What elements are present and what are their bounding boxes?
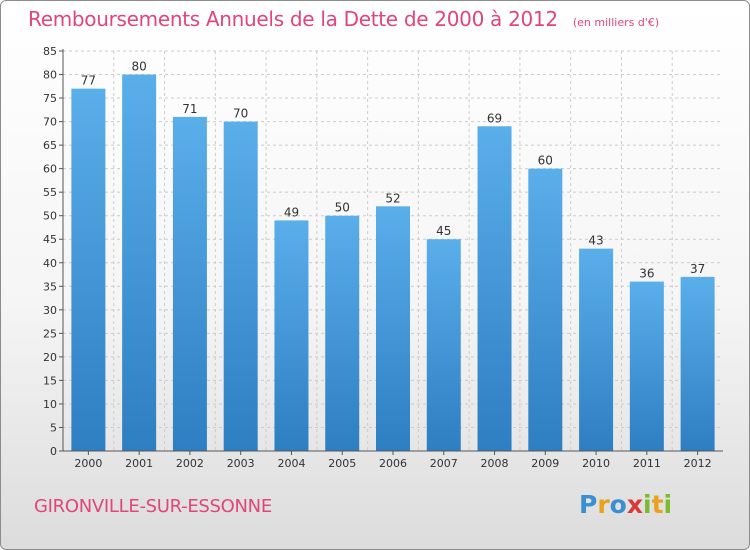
- logo-letter: P: [579, 490, 598, 519]
- bar: [122, 74, 157, 451]
- y-tick-label: 70: [43, 116, 57, 129]
- y-tick-label: 25: [43, 327, 57, 340]
- x-tick-label: 2005: [328, 457, 356, 470]
- x-tick-label: 2009: [531, 457, 559, 470]
- x-tick-label: 2010: [582, 457, 610, 470]
- chart-title: Remboursements Annuels de la Dette de 20…: [28, 7, 558, 31]
- y-tick-label: 45: [43, 233, 57, 246]
- chart-unit: (en milliers d'€): [572, 16, 660, 29]
- bar: [71, 88, 106, 451]
- bar: [426, 239, 461, 451]
- proxiti-logo[interactable]: Proxiti: [579, 490, 672, 519]
- data-label: 37: [690, 262, 705, 276]
- x-tick-label: 2011: [633, 457, 661, 470]
- logo-letter: i: [643, 490, 652, 519]
- x-tick-label: 2002: [176, 457, 204, 470]
- bar: [274, 220, 309, 451]
- x-tick-label: 2012: [684, 457, 712, 470]
- x-tick-label: 2001: [125, 457, 153, 470]
- bar: [172, 116, 207, 451]
- y-tick-label: 0: [50, 445, 57, 458]
- y-tick-label: 5: [50, 421, 57, 434]
- logo-letter: o: [609, 490, 627, 519]
- bar: [579, 248, 614, 451]
- data-label: 80: [132, 60, 147, 74]
- logo-letter: i: [663, 490, 673, 519]
- bar: [528, 168, 563, 451]
- y-tick-label: 10: [43, 398, 57, 411]
- data-label: 60: [538, 154, 553, 168]
- data-label: 71: [182, 102, 197, 116]
- bar: [223, 121, 258, 452]
- logo-letter: r: [597, 490, 610, 519]
- bar: [325, 215, 360, 451]
- data-label: 49: [284, 205, 299, 219]
- data-label: 52: [385, 191, 400, 205]
- x-tick-label: 2008: [481, 457, 509, 470]
- data-label: 70: [233, 107, 248, 121]
- y-tick-label: 75: [43, 92, 57, 105]
- y-tick-label: 80: [43, 69, 57, 82]
- commune-name: GIRONVILLE-SUR-ESSONNE: [34, 496, 272, 517]
- y-tick-label: 50: [43, 210, 57, 223]
- y-tick-label: 40: [43, 257, 57, 270]
- y-tick-label: 65: [43, 139, 57, 152]
- logo-letter: t: [651, 490, 664, 519]
- data-label: 50: [335, 201, 350, 215]
- data-label: 43: [588, 234, 603, 248]
- y-tick-label: 20: [43, 351, 57, 364]
- x-tick-label: 2000: [74, 457, 102, 470]
- logo-letter: x: [626, 490, 643, 519]
- x-tick-label: 2004: [277, 457, 305, 470]
- title-block: Remboursements Annuels de la Dette de 20…: [28, 7, 659, 31]
- data-label: 36: [639, 267, 654, 281]
- y-tick-label: 30: [43, 304, 57, 317]
- y-tick-label: 55: [43, 186, 57, 199]
- y-tick-label: 85: [43, 45, 57, 58]
- y-tick-label: 35: [43, 280, 57, 293]
- data-label: 45: [436, 224, 451, 238]
- data-label: 77: [81, 74, 96, 88]
- bars: [71, 74, 715, 452]
- x-tick-label: 2007: [430, 457, 458, 470]
- bar: [376, 206, 410, 451]
- bar: [680, 276, 715, 451]
- x-tick-label: 2006: [379, 457, 407, 470]
- x-tick-label: 2003: [227, 457, 255, 470]
- data-label: 69: [487, 111, 502, 125]
- data-labels: 77 80 71 70 49 50 52 45 69 60 43 36 37: [81, 60, 706, 281]
- y-tick-label: 15: [43, 374, 57, 387]
- bar: [477, 126, 512, 451]
- y-tick-label: 60: [43, 163, 57, 176]
- bar: [629, 281, 664, 451]
- axes: 0 5 10 15 20 25 30 35 40 45 50 55 60 65 70 75 80 85 2000 20…: [43, 45, 723, 470]
